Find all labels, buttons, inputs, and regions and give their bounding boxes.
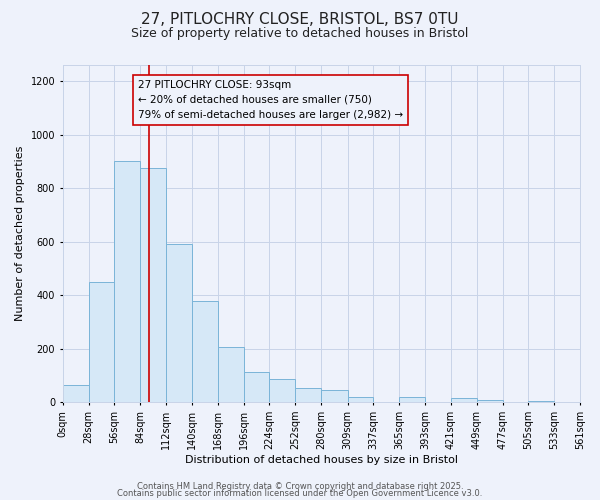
Text: 27 PITLOCHRY CLOSE: 93sqm
← 20% of detached houses are smaller (750)
79% of semi: 27 PITLOCHRY CLOSE: 93sqm ← 20% of detac… bbox=[138, 80, 403, 120]
Bar bbox=[218, 348, 244, 403]
Bar bbox=[140, 168, 166, 402]
Text: 27, PITLOCHRY CLOSE, BRISTOL, BS7 0TU: 27, PITLOCHRY CLOSE, BRISTOL, BS7 0TU bbox=[141, 12, 459, 28]
Text: Contains public sector information licensed under the Open Government Licence v3: Contains public sector information licen… bbox=[118, 490, 482, 498]
Bar bbox=[321, 390, 347, 402]
Bar bbox=[477, 400, 503, 402]
Bar bbox=[400, 398, 425, 402]
Bar bbox=[89, 282, 115, 403]
Bar bbox=[295, 388, 321, 402]
X-axis label: Distribution of detached houses by size in Bristol: Distribution of detached houses by size … bbox=[185, 455, 458, 465]
Text: Contains HM Land Registry data © Crown copyright and database right 2025.: Contains HM Land Registry data © Crown c… bbox=[137, 482, 463, 491]
Bar bbox=[63, 385, 89, 402]
Bar bbox=[451, 398, 477, 402]
Bar bbox=[269, 378, 295, 402]
Bar bbox=[347, 398, 373, 402]
Bar bbox=[244, 372, 269, 402]
Text: Size of property relative to detached houses in Bristol: Size of property relative to detached ho… bbox=[131, 28, 469, 40]
Bar bbox=[115, 162, 140, 402]
Bar bbox=[529, 401, 554, 402]
Bar bbox=[192, 300, 218, 402]
Y-axis label: Number of detached properties: Number of detached properties bbox=[15, 146, 25, 322]
Bar bbox=[166, 244, 192, 402]
